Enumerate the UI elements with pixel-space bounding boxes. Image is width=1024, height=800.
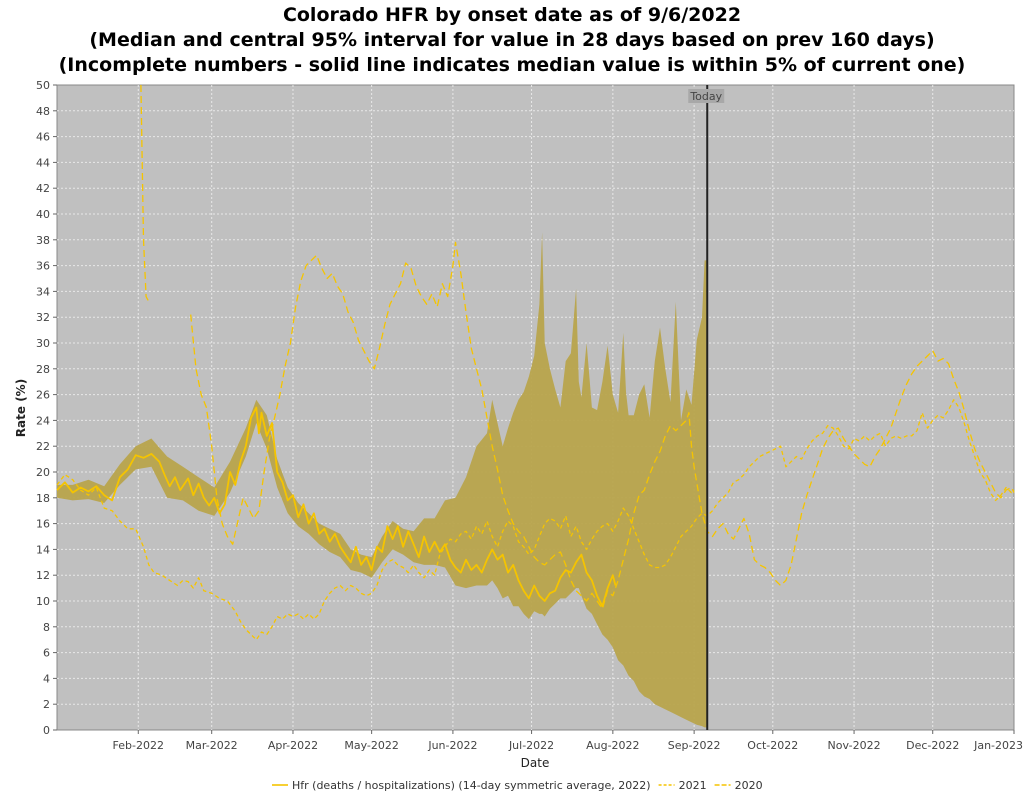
legend-label: Hfr (deaths / hospitalizations) (14-day …: [292, 779, 651, 792]
gridlines: [57, 85, 1014, 730]
y-tick-label: 48: [36, 105, 50, 118]
title-line: (Incomplete numbers - solid line indicat…: [59, 54, 966, 76]
x-axis: Feb-2022 Mar-2022 Apr-2022 May-2022 Jun-2022…: [113, 730, 1023, 752]
y-tick-label: 14: [36, 543, 50, 556]
band-area: [57, 232, 708, 728]
y-tick-label: 12: [36, 569, 50, 582]
y-tick-label: 22: [36, 440, 50, 453]
legend: Hfr (deaths / hospitalizations) (14-day …: [272, 779, 763, 792]
x-tick-label: Aug-2022: [586, 739, 639, 752]
y-tick-label: 2: [43, 698, 50, 711]
y-tick-label: 44: [36, 156, 50, 169]
chart-title: Colorado HFR by onset date as of 9/6/202…: [59, 4, 966, 76]
y-tick-label: 8: [43, 621, 50, 634]
y-tick-label: 16: [36, 518, 50, 531]
y-tick-label: 28: [36, 363, 50, 376]
x-tick-label: Oct-2022: [747, 739, 798, 752]
y-tick-label: 46: [36, 131, 50, 144]
y-tick-label: 40: [36, 208, 50, 221]
x-tick-label: Sep-2022: [668, 739, 721, 752]
x-tick-label: Nov-2022: [827, 739, 880, 752]
x-tick-label: Jan-2023: [973, 739, 1023, 752]
y-tick-label: 26: [36, 389, 50, 402]
legend-label: 2021: [679, 779, 707, 792]
x-tick-label: Dec-2022: [906, 739, 959, 752]
y-tick-label: 6: [43, 647, 50, 660]
x-tick-label: Apr-2022: [268, 739, 318, 752]
series-lines: [56, 84, 1015, 641]
confidence-band: [57, 232, 708, 728]
y-axis-label: Rate (%): [14, 379, 28, 437]
x-axis-label: Date: [521, 756, 550, 770]
y-tick-label: 4: [43, 672, 50, 685]
y-tick-label: 38: [36, 234, 50, 247]
y-tick-label: 42: [36, 182, 50, 195]
series-line-2020: [140, 84, 150, 303]
x-tick-label: Mar-2022: [186, 739, 238, 752]
y-tick-label: 24: [36, 414, 50, 427]
y-tick-label: 36: [36, 260, 50, 273]
today-label: Today: [689, 90, 722, 103]
today-label-bg: [688, 89, 725, 103]
x-tick-label: Jun-2022: [427, 739, 477, 752]
x-tick-label: Feb-2022: [113, 739, 164, 752]
title-line: Colorado HFR by onset date as of 9/6/202…: [283, 4, 741, 26]
y-axis: 0246810121416182022242628303234363840424…: [36, 79, 57, 737]
legend-label: 2020: [735, 779, 763, 792]
y-tick-label: 0: [43, 724, 50, 737]
y-tick-label: 50: [36, 79, 50, 92]
x-tick-label: Jul-2022: [508, 739, 554, 752]
y-tick-label: 34: [36, 285, 50, 298]
y-tick-label: 18: [36, 492, 50, 505]
y-tick-label: 20: [36, 466, 50, 479]
y-tick-label: 10: [36, 595, 50, 608]
title-line: (Median and central 95% interval for val…: [89, 29, 934, 51]
x-tick-label: May-2022: [344, 739, 399, 752]
y-tick-label: 30: [36, 337, 50, 350]
y-tick-label: 32: [36, 311, 50, 324]
today-marker: Today: [688, 85, 725, 730]
series-line-2020: [190, 241, 1015, 610]
series-line-2022: [56, 406, 617, 608]
